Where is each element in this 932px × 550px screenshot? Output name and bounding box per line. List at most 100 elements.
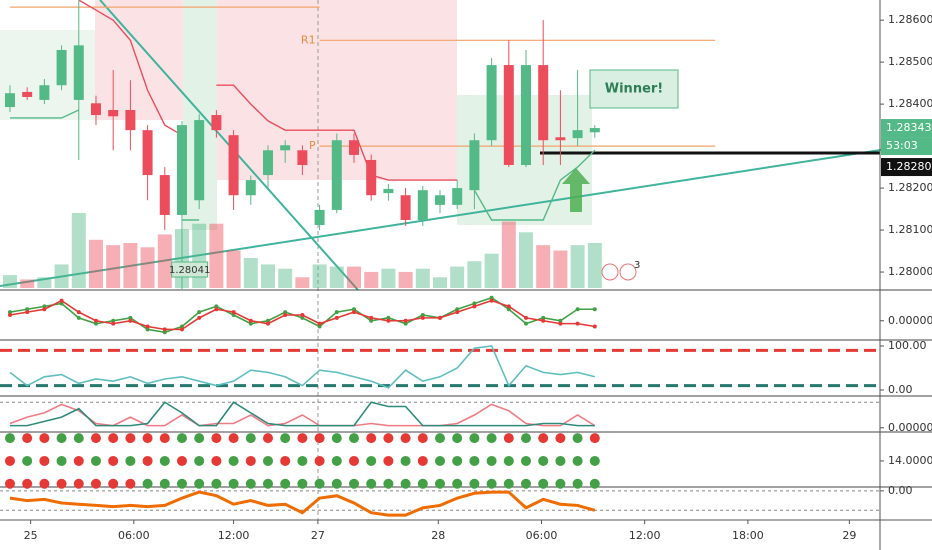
x-tick-label: 12:00 — [629, 529, 661, 542]
indicator-dot — [386, 315, 391, 320]
state-dot — [228, 433, 239, 444]
candle-body — [280, 145, 291, 151]
supertrend-line — [78, 0, 183, 136]
indicator-line — [9, 345, 596, 389]
state-dot — [22, 478, 33, 489]
event-icon — [619, 263, 637, 281]
volume-bar — [519, 232, 534, 288]
indicator-dot — [524, 315, 529, 320]
indicator-line — [9, 403, 596, 427]
x-tick-label: 25 — [24, 529, 38, 542]
candle-body — [4, 93, 15, 108]
candle-body — [297, 150, 308, 165]
indicator-dot — [231, 310, 236, 315]
candle-body — [589, 128, 600, 133]
state-dot — [383, 433, 394, 444]
indicator-dot — [592, 307, 597, 312]
y-tick-label: 0.00000 — [888, 314, 932, 327]
y-tick-label: 1.28400 — [888, 97, 932, 110]
state-dot — [348, 455, 359, 466]
state-dot — [39, 433, 50, 444]
indicator-dot — [455, 310, 460, 315]
supertrend-line — [9, 109, 80, 119]
supertrend-line — [473, 149, 596, 221]
indicator-dot — [283, 313, 288, 317]
indicator-dot — [93, 318, 98, 323]
x-tick-label: 06:00 — [526, 529, 558, 542]
candle-body — [262, 150, 273, 176]
state-dot — [538, 455, 549, 466]
indicator-dot — [351, 310, 356, 315]
candle-body — [314, 209, 325, 226]
indicator-line — [9, 490, 596, 517]
indicator-dot — [197, 310, 202, 315]
state-dot — [142, 433, 153, 444]
candle-body — [366, 159, 377, 196]
state-dot — [555, 478, 566, 489]
state-dot — [39, 455, 50, 466]
indicator-dot — [179, 327, 184, 332]
indicator-dot — [248, 318, 253, 323]
state-dot — [538, 433, 549, 444]
low-label: 1.28041 — [169, 265, 210, 276]
candle-body — [228, 135, 239, 196]
state-dot — [383, 478, 394, 489]
candle-body — [486, 65, 497, 141]
state-dot — [194, 455, 205, 466]
volume-bar — [2, 275, 17, 288]
state-dot — [314, 433, 325, 444]
state-dot — [159, 433, 170, 444]
state-dot — [245, 433, 256, 444]
indicator-dot — [317, 324, 322, 329]
state-dot — [452, 433, 463, 444]
volume-bar — [364, 271, 379, 288]
indicator-dot — [128, 315, 133, 320]
state-dot — [228, 455, 239, 466]
state-dot — [469, 455, 480, 466]
x-tick-label: 18:00 — [732, 529, 764, 542]
indicator-dot — [472, 304, 477, 309]
state-dot — [280, 478, 291, 489]
volume-bar — [295, 277, 310, 288]
state-dot — [245, 455, 256, 466]
y-tick-label: 0.00000 — [888, 421, 932, 434]
volume-bar — [501, 221, 516, 288]
indicator-dot — [300, 313, 305, 317]
candle-body — [383, 188, 394, 194]
volume-bar — [553, 250, 568, 288]
state-dot — [211, 433, 222, 444]
state-dot — [4, 478, 15, 489]
state-dot — [572, 455, 583, 466]
state-dot — [538, 478, 549, 489]
state-dot — [39, 478, 50, 489]
state-dot — [572, 478, 583, 489]
state-dot — [521, 433, 532, 444]
volume-bar — [415, 268, 430, 288]
state-dot — [56, 455, 67, 466]
x-tick-label: 29 — [842, 529, 856, 542]
indicator-dot — [197, 315, 202, 320]
indicator-dot — [162, 327, 167, 332]
state-dot — [366, 433, 377, 444]
indicator-dot — [351, 307, 356, 312]
bear-zone — [95, 0, 183, 120]
indicator-dot — [111, 321, 116, 326]
indicator-dot — [558, 321, 563, 326]
indicator-dot — [506, 307, 511, 312]
indicator-dot — [111, 318, 116, 323]
state-dot — [90, 478, 101, 489]
state-dot — [142, 478, 153, 489]
indicator-dot — [162, 330, 167, 335]
indicator-dot — [334, 315, 339, 320]
candle-body — [176, 125, 187, 215]
state-dot — [503, 433, 514, 444]
indicator-dot — [420, 315, 425, 320]
volume-bar — [570, 245, 585, 288]
state-dot — [400, 478, 411, 489]
state-dot — [486, 478, 497, 489]
y-tick-label: 14.00000 — [888, 454, 932, 467]
indicator-dot — [317, 321, 322, 326]
volume-bar — [106, 245, 121, 288]
indicator-dot — [42, 304, 47, 309]
indicator-dot — [489, 298, 494, 303]
